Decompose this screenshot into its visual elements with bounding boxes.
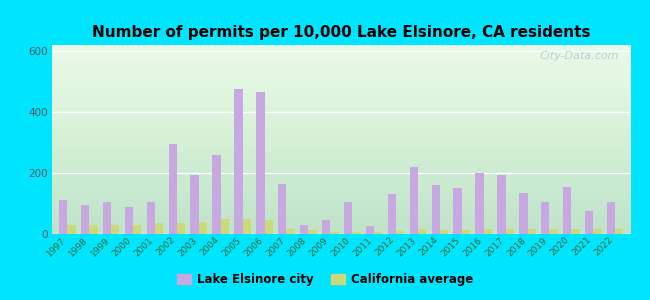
Bar [322, 220, 330, 234]
Bar [352, 232, 361, 234]
Bar [59, 200, 68, 234]
Bar [607, 202, 615, 234]
Bar [615, 229, 623, 234]
Bar [593, 229, 602, 234]
Bar [213, 155, 221, 234]
Bar [440, 230, 448, 234]
Legend: Lake Elsinore city, California average: Lake Elsinore city, California average [172, 269, 478, 291]
Bar [199, 222, 207, 234]
Bar [125, 207, 133, 234]
Bar [242, 219, 251, 234]
Bar [571, 229, 580, 234]
Bar [497, 175, 506, 234]
Bar [519, 193, 528, 234]
Bar [432, 185, 440, 234]
Text: City-Data.com: City-Data.com [540, 51, 619, 61]
Bar [528, 229, 536, 234]
Bar [387, 194, 396, 234]
Title: Number of permits per 10,000 Lake Elsinore, CA residents: Number of permits per 10,000 Lake Elsino… [92, 25, 590, 40]
Bar [177, 223, 185, 234]
Bar [418, 230, 426, 234]
Bar [541, 202, 549, 234]
Bar [147, 202, 155, 234]
Bar [549, 229, 558, 234]
Bar [103, 202, 111, 234]
Bar [366, 226, 374, 234]
Bar [133, 225, 142, 234]
Bar [221, 219, 229, 234]
Bar [344, 202, 352, 234]
Bar [374, 232, 382, 234]
Bar [111, 226, 120, 234]
Bar [256, 92, 265, 234]
Bar [563, 187, 571, 234]
Bar [330, 232, 339, 234]
Bar [308, 230, 317, 234]
Bar [300, 225, 308, 234]
Bar [396, 231, 404, 234]
Bar [585, 211, 593, 234]
Bar [475, 173, 484, 234]
Bar [190, 175, 199, 234]
Bar [68, 226, 75, 234]
Bar [278, 184, 287, 234]
Bar [155, 223, 163, 234]
Bar [484, 230, 492, 234]
Bar [462, 230, 470, 234]
Bar [168, 144, 177, 234]
Bar [410, 167, 418, 234]
Bar [265, 220, 273, 234]
Bar [234, 89, 242, 234]
Bar [506, 229, 514, 234]
Bar [89, 225, 98, 234]
Bar [81, 205, 89, 234]
Bar [287, 230, 295, 234]
Bar [454, 188, 462, 234]
